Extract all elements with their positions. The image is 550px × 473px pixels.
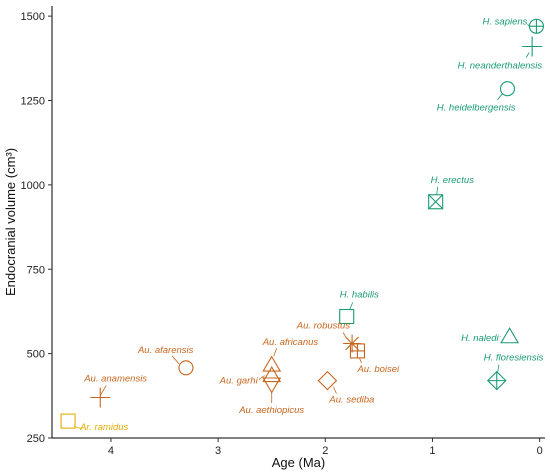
leader-au-garhi: [258, 375, 265, 380]
point-au-afarensis: [178, 360, 194, 376]
label-au-boisei: Au. boisei: [356, 364, 400, 375]
point-h-heidelbergensis: [499, 81, 516, 97]
point-au-aethiopicus: [262, 377, 282, 394]
leader-h-heidelbergensis: [497, 93, 503, 100]
label-h-neanderthalensis: H. neanderthalensis: [458, 61, 543, 72]
point-ar-ramidus: [60, 413, 76, 429]
label-au-aethiopicus: Au. aethiopicus: [238, 405, 304, 416]
label-au-anamensis: Au. anamensis: [83, 374, 147, 385]
label-au-africanus: Au. africanus: [262, 337, 319, 348]
x-tick-label: 0: [537, 445, 543, 457]
point-h-sapiens: [528, 18, 544, 34]
y-tick-label: 250: [27, 433, 45, 445]
x-tick-label: 4: [108, 445, 114, 457]
leader-au-boisei: [359, 357, 362, 364]
label-h-heidelbergensis: H. heidelbergensis: [437, 103, 516, 114]
leader-au-anamensis: [99, 385, 107, 396]
leader-au-sediba: [333, 386, 337, 394]
point-labels: Ar. ramidus Au. anamensis Au. afarensis Au.…: [73, 16, 544, 433]
y-tick-label: 500: [27, 349, 45, 361]
leader-au-africanus: [273, 347, 278, 357]
y-tick-label: 1250: [21, 96, 45, 108]
x-tick-label: 3: [215, 445, 221, 457]
point-h-habilis: [339, 308, 355, 325]
point-au-anamensis: [90, 387, 111, 408]
y-axis-title: Endocranial volume (cm³): [3, 148, 18, 296]
y-tick-label: 1500: [21, 11, 45, 23]
point-h-naledi: [500, 327, 520, 344]
leader-h-neanderthalensis: [525, 52, 530, 58]
point-h-neanderthalensis: [522, 36, 543, 57]
label-au-afarensis: Au. afarensis: [137, 345, 194, 356]
leader-h-sapiens: [527, 23, 530, 27]
label-h-erectus: H. erectus: [431, 175, 475, 186]
point-au-garhi: [262, 365, 282, 383]
label-h-sapiens: H. sapiens: [483, 16, 528, 27]
point-h-floresiensis: [486, 370, 507, 391]
point-au-boisei: [349, 343, 365, 359]
x-tick-label: 1: [429, 445, 435, 457]
leader-h-floresiensis: [497, 364, 500, 372]
label-au-robustus: Au. robustus: [296, 321, 351, 332]
y-tick-label: 1000: [21, 180, 45, 192]
y-tick-label: 750: [27, 264, 45, 276]
x-axis-title: Age (Ma): [272, 455, 325, 470]
label-h-habilis: H. habilis: [340, 290, 379, 301]
point-h-erectus: [428, 194, 444, 210]
label-h-naledi: H. naledi: [461, 333, 499, 344]
label-ar-ramidus: Ar. ramidus: [79, 422, 128, 433]
leader-h-erectus: [436, 186, 439, 195]
leader-h-habilis: [349, 302, 354, 310]
axes: 250 500 750 1000 1250 1500 4 3 2 1 0: [21, 6, 545, 457]
data-points: [60, 18, 544, 429]
leader-au-robustus: [342, 332, 347, 338]
leader-ar-ramidus: [73, 425, 83, 430]
point-au-africanus: [262, 355, 282, 372]
leader-au-afarensis: [171, 355, 180, 365]
label-au-garhi: Au. garhi: [219, 376, 259, 387]
label-h-floresiensis: H. floresiensis: [484, 353, 544, 364]
label-au-sediba: Au. sediba: [328, 395, 374, 406]
point-au-sediba: [317, 370, 338, 391]
x-tick-label: 2: [322, 445, 328, 457]
